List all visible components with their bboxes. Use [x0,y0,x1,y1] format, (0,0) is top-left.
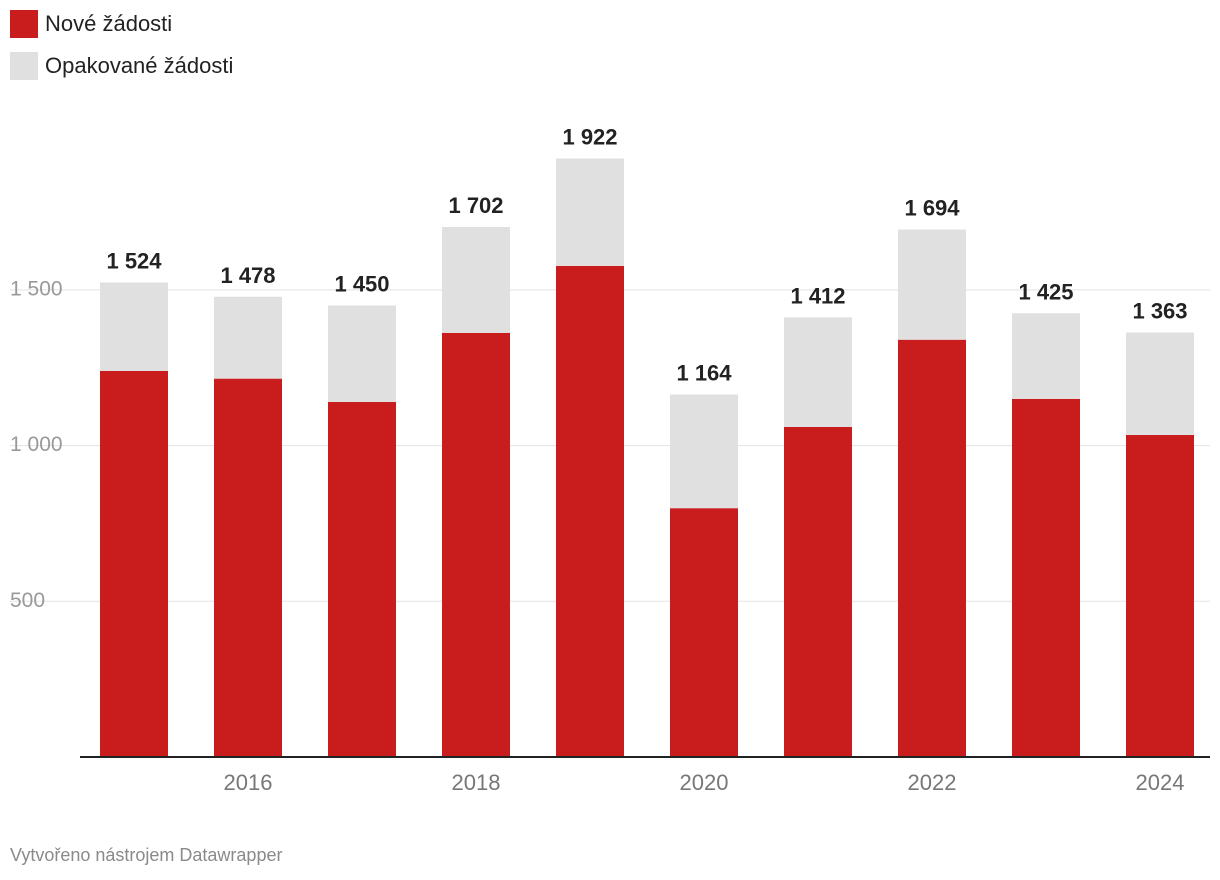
bar-repeat-2016 [214,296,282,379]
bar-repeat-2017 [328,305,396,403]
bar-total-label: 1 524 [106,248,162,273]
bar-repeat-2024 [1126,332,1194,436]
bar-total-label: 1 922 [562,124,617,149]
legend: Nové žádosti Opakované žádosti [10,10,233,94]
x-tick-label: 2024 [1136,770,1185,795]
bar-new-2023 [1012,398,1080,757]
bar-repeat-2018 [442,226,510,333]
legend-swatch-new [10,10,38,38]
bar-new-2021 [784,426,852,757]
bar-total-label: 1 702 [448,193,503,218]
bar-new-2022 [898,339,966,757]
x-tick-label: 2022 [908,770,957,795]
bar-new-2024 [1126,435,1194,757]
bar-repeat-2020 [670,394,738,509]
footer-credit: Vytvořeno nástrojem Datawrapper [10,845,283,865]
bar-total-label: 1 425 [1018,279,1073,304]
bar-total-label: 1 363 [1132,299,1187,324]
bar-total-label: 1 450 [334,271,389,296]
bar-total-label: 1 478 [220,263,275,288]
bar-repeat-2019 [556,158,624,266]
bar-new-2018 [442,332,510,757]
legend-swatch-repeat [10,52,38,80]
bar-total-label: 1 694 [904,195,960,220]
legend-label-new: Nové žádosti [45,11,173,36]
legend-label-repeat: Opakované žádosti [45,53,234,78]
x-tick-label: 2020 [680,770,729,795]
bar-total-label: 1 412 [790,283,845,308]
bar-repeat-2021 [784,317,852,427]
legend-item-repeat: Opakované žádosti [10,52,233,80]
bar-new-2015 [100,370,168,757]
bar-new-2017 [328,402,396,757]
y-tick-label: 1 000 [10,433,63,456]
bar-new-2016 [214,378,282,757]
bar-repeat-2023 [1012,313,1080,399]
bar-total-label: 1 164 [676,361,732,386]
stacked-bar-chart: 500 1 000 1 500 1 524 1 478 1 450 1 702 1 922 1 … [10,124,1210,795]
y-tick-label: 1 500 [10,277,63,300]
y-tick-label: 500 [10,589,45,612]
bar-repeat-2022 [898,229,966,340]
legend-item-new: Nové žádosti [10,10,233,38]
bar-new-2020 [670,508,738,757]
bar-repeat-2015 [100,282,168,371]
x-tick-label: 2016 [224,770,273,795]
bar-new-2019 [556,265,624,757]
x-tick-label: 2018 [452,770,501,795]
